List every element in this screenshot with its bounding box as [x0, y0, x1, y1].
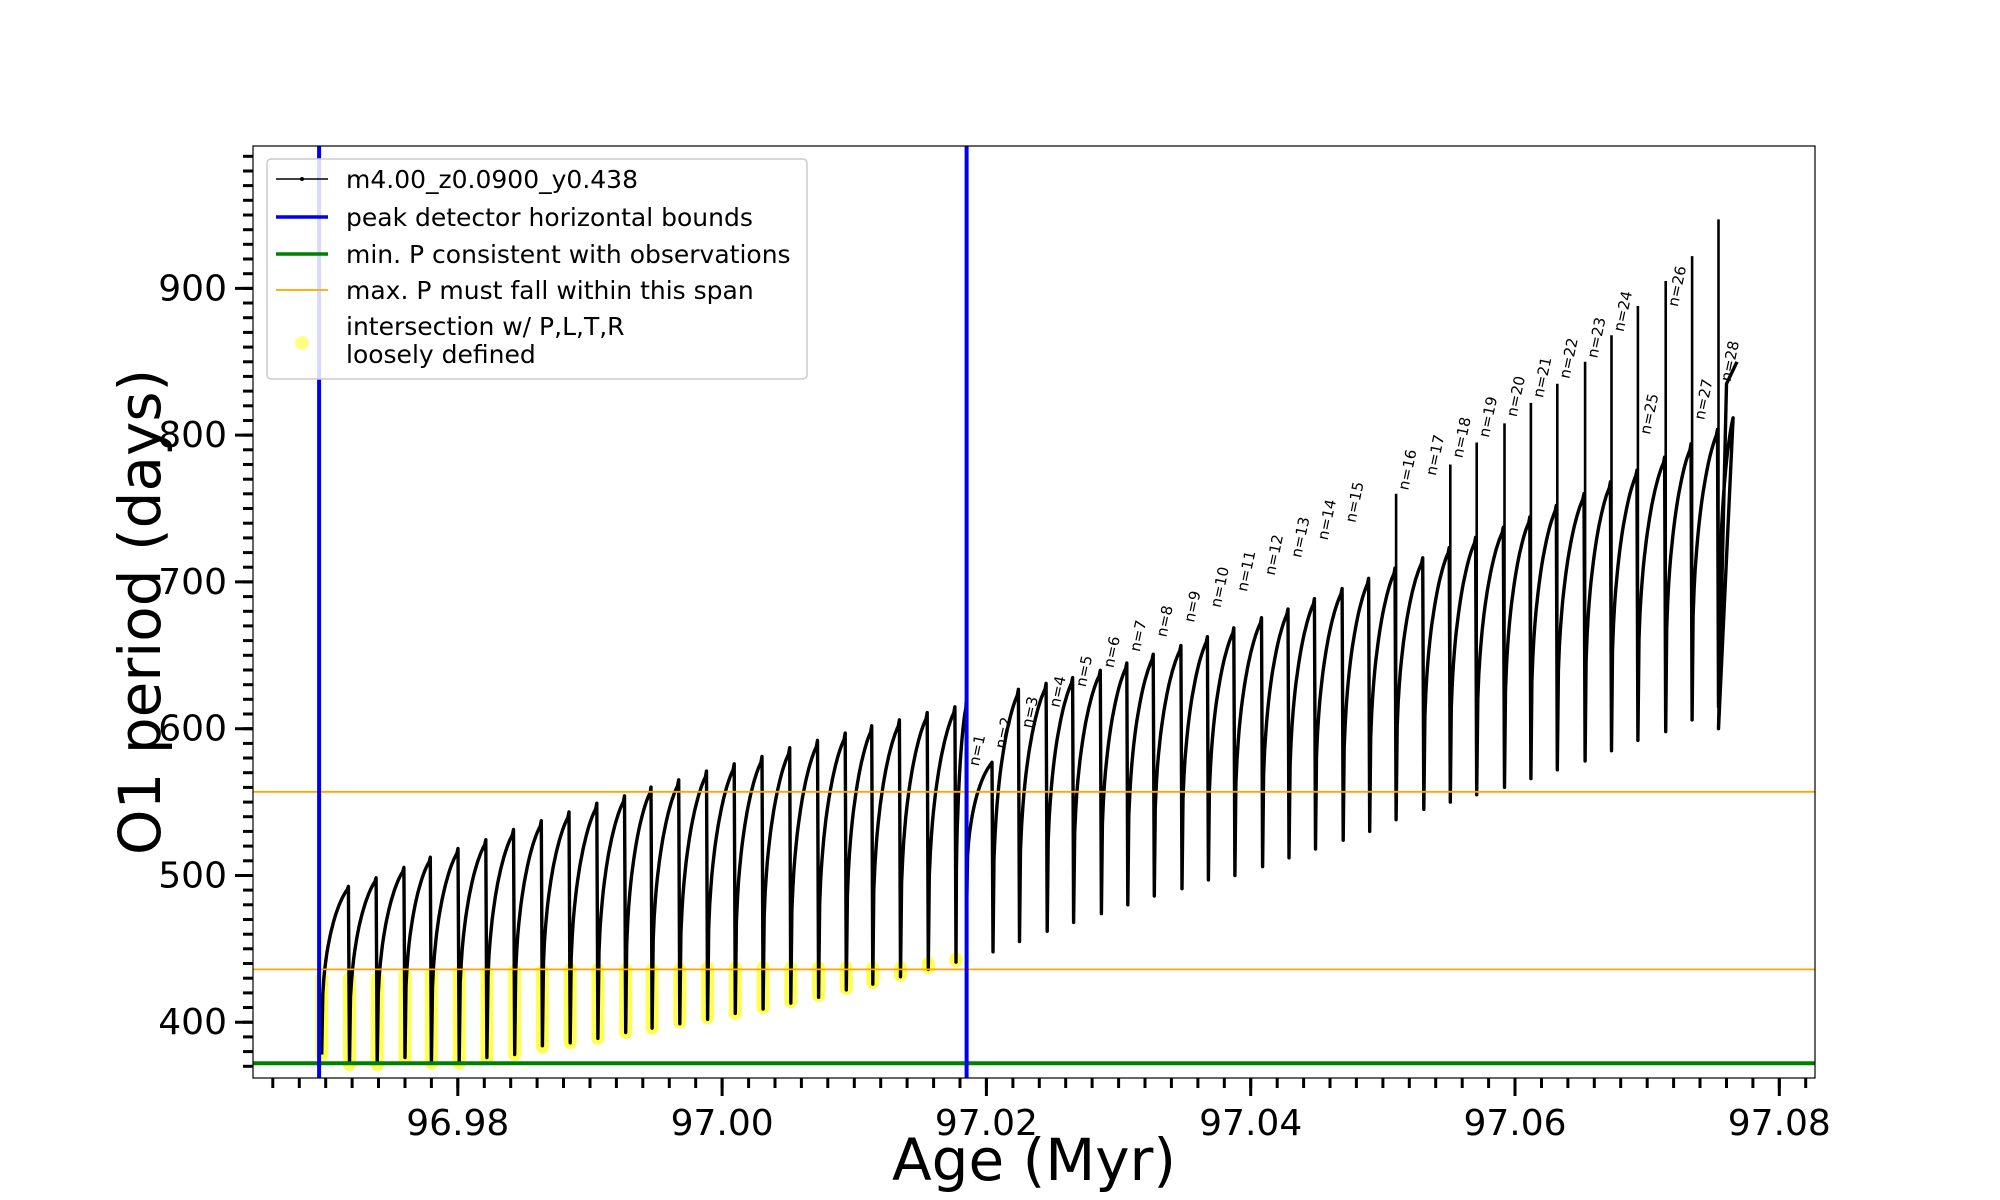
- legend-label: peak detector horizontal bounds: [346, 203, 753, 232]
- y-axis-label: O1 period (days): [106, 369, 174, 855]
- legend-label: min. P consistent with observations: [346, 240, 791, 269]
- y-tick-label: 900: [158, 268, 227, 309]
- x-tick-label: 97.08: [1728, 1103, 1831, 1144]
- x-tick-label: 97.06: [1463, 1103, 1566, 1144]
- y-tick-label: 400: [158, 1002, 227, 1043]
- x-tick-label: 97.04: [1199, 1103, 1302, 1144]
- legend-label: m4.00_z0.0900_y0.438: [346, 165, 638, 194]
- reference-lines: [253, 146, 1815, 1078]
- x-tick-label: 97.00: [671, 1103, 774, 1144]
- legend-swatch-dot: [300, 177, 304, 181]
- plot-series: [315, 219, 1739, 1072]
- legend-label: intersection w/ P,L,T,R: [346, 312, 625, 341]
- x-axis: 96.98 97.00 97.02 97.04 97.06 97.08: [271, 1078, 1831, 1144]
- legend-marker: [295, 336, 309, 350]
- legend-label: loosely defined: [346, 340, 536, 369]
- legend-box: [266, 158, 808, 380]
- x-tick-label: 97.02: [935, 1103, 1038, 1144]
- y-axis: 400 500 600 700 800 900: [158, 154, 253, 1068]
- y-tick-label: 500: [158, 856, 227, 897]
- y-tick-label: 700: [158, 562, 227, 603]
- series-m4-curve: [320, 361, 1739, 1065]
- y-tick-label: 600: [158, 709, 227, 750]
- x-axis-label: Age (Myr): [892, 1126, 1176, 1194]
- x-tick-label: 96.98: [406, 1103, 509, 1144]
- y-tick-label: 800: [158, 415, 227, 456]
- legend-label: max. P must fall within this span: [346, 276, 754, 305]
